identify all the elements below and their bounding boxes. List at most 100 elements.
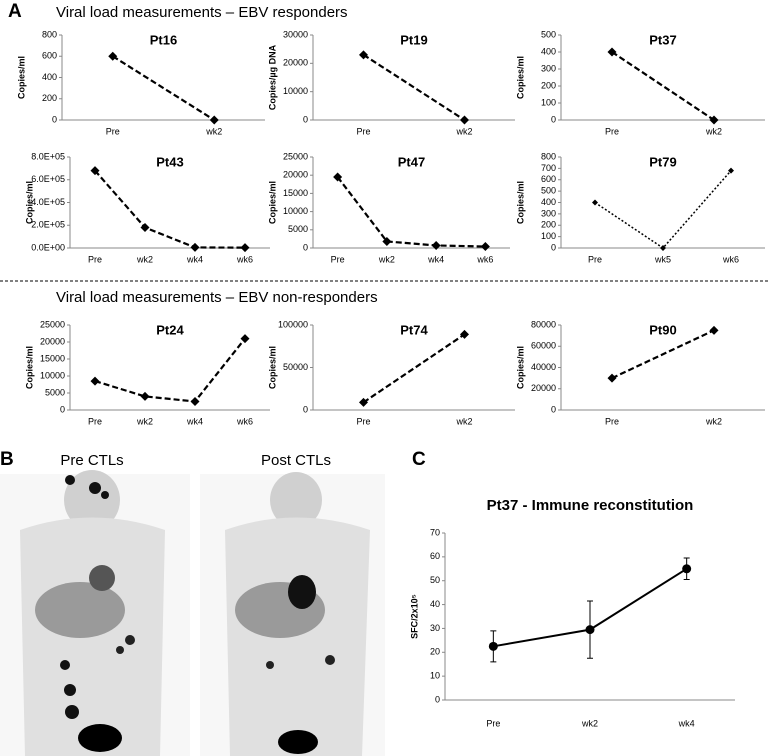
y-tick-label: 15000 [283, 188, 308, 198]
section-title: Viral load measurements – EBV responders [56, 4, 348, 21]
data-line [94, 337, 246, 403]
chart-title: Pt90 [649, 322, 676, 337]
chart-title: Pt74 [400, 322, 428, 337]
y-tick-label: 600 [541, 174, 556, 184]
y-tick-label: 400 [541, 197, 556, 207]
y-tick-label: 0 [303, 114, 308, 124]
y-axis-label: Copies/ml [515, 56, 525, 99]
point [728, 167, 734, 174]
data-line [594, 170, 732, 249]
point [592, 199, 598, 206]
point [90, 166, 100, 176]
x-tick-label: Pre [88, 254, 102, 264]
y-tick-label: 800 [541, 151, 556, 161]
y-tick-label: 25000 [40, 319, 65, 329]
data-line [362, 53, 466, 121]
x-tick-label: Pre [88, 416, 102, 426]
point [240, 243, 250, 253]
y-tick-label: 0 [52, 114, 57, 124]
y-tick-label: 10000 [40, 370, 65, 380]
y-tick-label: 200 [541, 80, 556, 90]
x-tick-label: wk4 [186, 416, 203, 426]
x-tick-label: wk2 [378, 254, 395, 264]
chart-title: Pt19 [400, 32, 427, 47]
chart-title: Pt43 [156, 154, 183, 169]
data-line [362, 333, 466, 404]
section-title: Viral load measurements – EBV non-respon… [56, 289, 378, 306]
y-tick-label: 0 [303, 404, 308, 414]
x-tick-label: Pre [605, 126, 619, 136]
y-tick-label: 100000 [278, 319, 308, 329]
panel-label: A [8, 1, 22, 22]
image-caption: Pre CTLs [60, 452, 123, 469]
y-axis-label: Copies/µg DNA [267, 44, 277, 110]
y-tick-label: 400 [42, 72, 57, 82]
y-tick-label: 600 [42, 51, 57, 61]
point [709, 115, 719, 125]
x-tick-label: wk4 [427, 254, 444, 264]
x-tick-label: wk6 [236, 254, 253, 264]
x-tick-label: Pre [486, 718, 500, 728]
y-tick-label: 0 [60, 404, 65, 414]
point [607, 373, 617, 383]
x-tick-label: wk2 [455, 126, 472, 136]
image-caption: Post CTLs [261, 452, 331, 469]
point [607, 47, 617, 57]
y-tick-label: 4.0E+05 [31, 197, 65, 207]
point [585, 625, 595, 635]
y-axis-label: Copies/ml [24, 181, 34, 224]
y-tick-label: 700 [541, 163, 556, 173]
y-tick-label: 6.0E+05 [31, 174, 65, 184]
data-line [94, 169, 246, 249]
y-tick-label: 10000 [283, 86, 308, 96]
point [209, 115, 219, 125]
chart-title: Pt37 [649, 32, 676, 47]
y-tick-label: 500 [541, 29, 556, 39]
y-axis-label: Copies/ml [267, 181, 277, 224]
x-tick-label: Pre [588, 254, 602, 264]
x-tick-label: wk4 [186, 254, 203, 264]
y-tick-label: 15000 [40, 353, 65, 363]
x-tick-label: wk2 [136, 416, 153, 426]
y-tick-label: 0 [435, 694, 440, 704]
x-tick-label: wk2 [705, 126, 722, 136]
y-tick-label: 0 [551, 114, 556, 124]
y-tick-label: 80000 [531, 319, 556, 329]
y-axis-label: Copies/ml [267, 346, 277, 389]
x-tick-label: wk6 [476, 254, 493, 264]
data-line [611, 51, 715, 121]
x-tick-label: wk6 [236, 416, 253, 426]
y-tick-label: 10 [430, 671, 440, 681]
y-tick-label: 5000 [288, 224, 308, 234]
y-tick-label: 40 [430, 599, 440, 609]
y-tick-label: 300 [541, 63, 556, 73]
x-tick-label: wk2 [705, 416, 722, 426]
point [382, 236, 392, 246]
data-line [112, 55, 215, 121]
y-tick-label: 400 [541, 46, 556, 56]
data-line [336, 176, 486, 248]
point [140, 223, 150, 233]
x-tick-label: wk4 [678, 718, 695, 728]
y-tick-label: 20000 [283, 170, 308, 180]
y-tick-label: 500 [541, 186, 556, 196]
point [682, 564, 692, 574]
y-tick-label: 25000 [283, 151, 308, 161]
x-tick-label: Pre [356, 126, 370, 136]
y-tick-label: 50000 [283, 362, 308, 372]
y-tick-label: 60 [430, 551, 440, 561]
point [90, 376, 100, 386]
y-tick-label: 20000 [40, 336, 65, 346]
data-line [611, 329, 715, 380]
point [709, 325, 719, 335]
y-tick-label: 20000 [531, 383, 556, 393]
x-tick-label: wk2 [581, 718, 598, 728]
x-tick-label: Pre [605, 416, 619, 426]
y-tick-label: 0.0E+00 [31, 242, 65, 252]
point [488, 641, 498, 651]
chart-title: Pt16 [150, 32, 177, 47]
y-tick-label: 200 [541, 220, 556, 230]
y-tick-label: 10000 [283, 206, 308, 216]
chart-title: Pt47 [398, 154, 425, 169]
